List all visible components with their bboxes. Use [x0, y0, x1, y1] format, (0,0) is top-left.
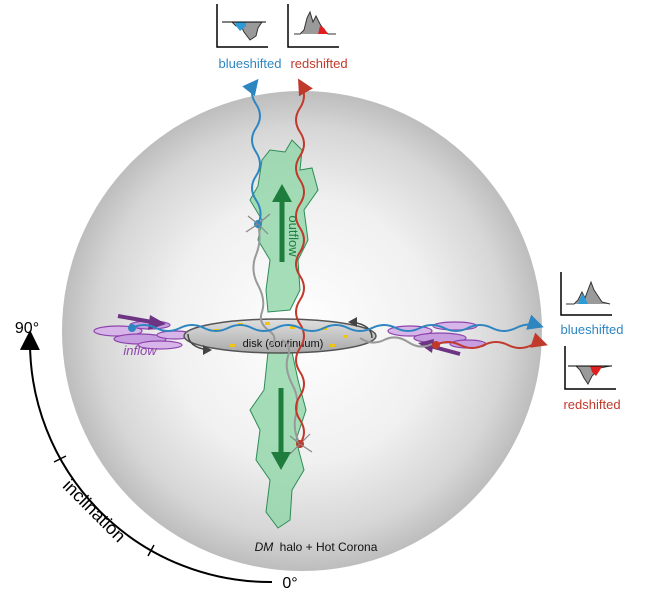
gray-ray-lower — [281, 339, 301, 445]
spectrum-inset-top-red — [287, 4, 339, 48]
disk-rotation-arrowhead-right — [348, 317, 357, 327]
halo-label-rest: halo + Hot Corona — [280, 540, 378, 554]
right-label-blueshifted: blueshifted — [561, 322, 624, 337]
angle-90-label: 90° — [15, 320, 39, 337]
inflow-label: inflow — [123, 343, 158, 358]
outflow-arrowhead-down — [271, 452, 291, 470]
inclination-tick-2 — [147, 544, 155, 557]
angle-0-label: 0° — [282, 575, 297, 592]
halo-label: DM halo + Hot Corona — [255, 540, 378, 554]
blue-photon-horizontal — [131, 314, 544, 332]
spectrum-inset-top-blue — [216, 4, 268, 48]
gray-ray-right — [359, 336, 433, 348]
top-label-blueshifted: blueshifted — [219, 56, 282, 71]
red-photon-horizontal — [435, 332, 548, 349]
outflow-cone-lower — [249, 351, 307, 529]
red-photon-vertical — [295, 78, 313, 445]
spectrum-inset-right-red — [564, 346, 616, 390]
top-label-redshifted: redshifted — [290, 56, 347, 71]
disk-rotation-arrowhead-left — [203, 345, 212, 355]
halo-label-dm: DM — [255, 540, 274, 554]
inflow-arrow-left — [117, 314, 153, 324]
inclination-tick-1 — [53, 455, 67, 463]
gray-ray-upper — [252, 224, 276, 347]
right-label-redshifted: redshifted — [563, 397, 620, 412]
outflow-arrowhead-up — [272, 184, 292, 202]
spectrum-inset-right-blue — [560, 272, 612, 316]
blue-photon-vertical — [242, 78, 262, 225]
inclination-arc — [19, 330, 273, 584]
outflow-label: outflow — [286, 215, 301, 257]
